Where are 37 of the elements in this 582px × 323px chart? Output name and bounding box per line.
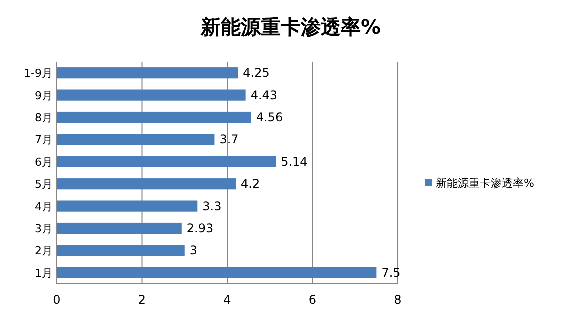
data-label: 7.5 — [382, 266, 401, 280]
y-tick-label: 4月 — [35, 200, 53, 214]
y-tick-label: 3月 — [35, 222, 53, 236]
bar — [57, 112, 252, 124]
x-tick-label: 2 — [138, 293, 146, 307]
y-tick-label: 5月 — [35, 178, 53, 192]
bar — [57, 200, 198, 212]
bar — [57, 245, 185, 256]
bar — [57, 156, 276, 168]
y-tick-label: 8月 — [35, 112, 53, 124]
data-label: 3.3 — [202, 199, 222, 214]
y-tick-label: 1-9月 — [24, 67, 53, 80]
y-tick-label: 6月 — [35, 156, 53, 169]
data-label: 3 — [190, 244, 198, 258]
data-label: 4.56 — [256, 110, 284, 124]
bar — [57, 68, 238, 79]
data-label: 3.7 — [220, 132, 239, 147]
chart-title: 新能源重卡渗透率% — [200, 15, 382, 39]
bar — [57, 134, 215, 146]
x-tick-label: 0 — [53, 293, 61, 307]
data-label: 2.93 — [186, 222, 214, 236]
y-tick-label: 1月 — [35, 266, 53, 280]
bar — [57, 90, 246, 101]
data-label: 4.2 — [241, 177, 260, 192]
bar — [57, 178, 236, 190]
data-label: 4.43 — [250, 88, 278, 102]
x-tick-label: 8 — [394, 293, 402, 307]
legend-label: 新能源重卡渗透率% — [436, 177, 534, 190]
x-tick-label: 4 — [224, 293, 232, 307]
bar — [57, 267, 377, 278]
data-label: 5.14 — [281, 154, 308, 169]
y-tick-label: 7月 — [35, 134, 53, 147]
bar — [57, 222, 182, 234]
y-tick-label: 9月 — [35, 89, 53, 102]
x-tick-label: 6 — [308, 293, 317, 307]
y-tick-label: 2月 — [35, 244, 53, 258]
data-label: 4.25 — [243, 66, 270, 80]
